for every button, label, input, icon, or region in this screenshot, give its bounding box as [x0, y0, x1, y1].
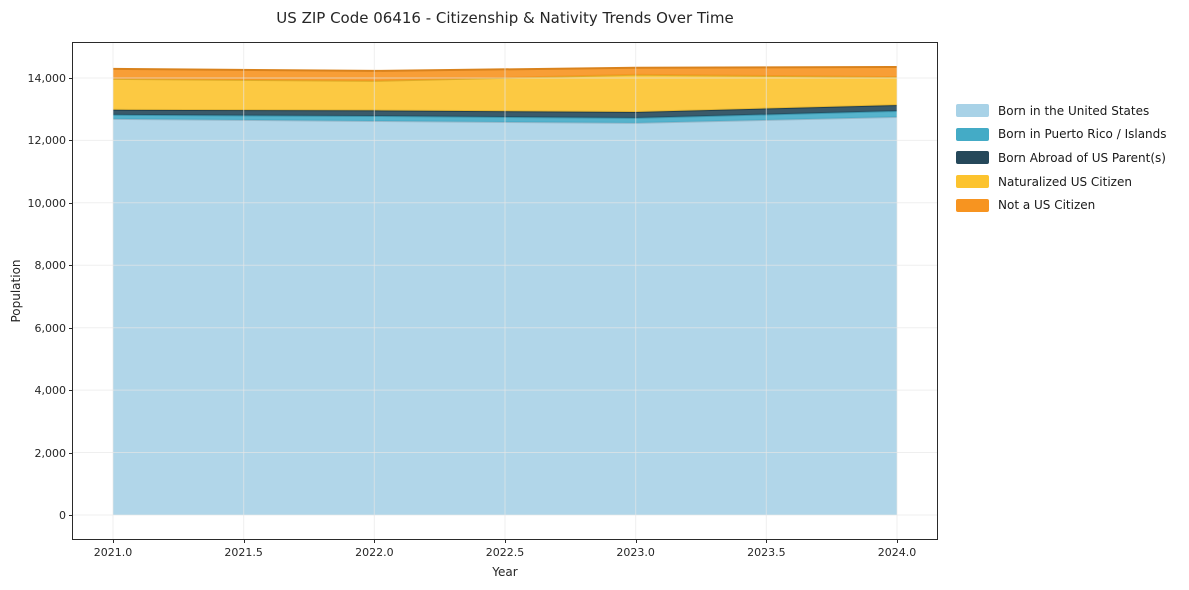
y-tick-label: 0	[59, 508, 66, 522]
x-tick-label: 2021.0	[93, 546, 133, 559]
x-tick-label: 2023.0	[616, 546, 655, 559]
legend-swatch-1	[956, 127, 989, 141]
legend-item: Born Abroad of US Parent(s)	[956, 146, 1167, 170]
legend-item: Not a US Citizen	[956, 193, 1167, 217]
x-tick-label: 2023.5	[747, 546, 786, 559]
y-tick-label: 2,000	[34, 446, 67, 460]
y-tick-label: 14,000	[27, 71, 67, 85]
x-axis-label: Year	[492, 565, 518, 579]
y-tick-label: 12,000	[27, 134, 67, 148]
x-tick-label: 2021.5	[224, 546, 263, 559]
legend-item: Born in the United States	[956, 99, 1167, 123]
legend-item: Born in Puerto Rico / Islands	[956, 123, 1167, 147]
legend-swatch-0	[956, 104, 989, 118]
area-series-1	[113, 111, 897, 123]
plot-area	[72, 42, 938, 540]
legend: Born in the United States Born in Puerto …	[956, 99, 1167, 217]
legend-label: Born Abroad of US Parent(s)	[998, 150, 1166, 165]
legend-swatch-3	[956, 175, 989, 189]
plot-svg	[73, 43, 937, 539]
legend-label: Born in the United States	[998, 103, 1150, 118]
legend-label: Naturalized US Citizen	[998, 174, 1132, 189]
x-tick-label: 2022.5	[485, 546, 525, 559]
legend-label: Not a US Citizen	[998, 198, 1096, 213]
x-tick-label: 2022.0	[355, 546, 394, 559]
x-tick-label: 2024.0	[877, 546, 917, 559]
legend-swatch-2	[956, 151, 989, 165]
chart-title: US ZIP Code 06416 - Citizenship & Nativi…	[276, 9, 734, 27]
legend-label: Born in Puerto Rico / Islands	[998, 127, 1167, 142]
y-axis-label: Population	[9, 259, 23, 323]
legend-swatch-4	[956, 198, 989, 212]
legend-item: Naturalized US Citizen	[956, 170, 1167, 194]
